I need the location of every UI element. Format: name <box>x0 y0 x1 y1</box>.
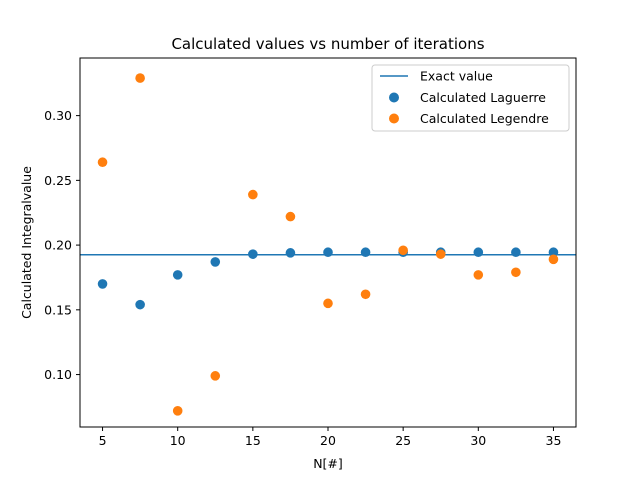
legend-box <box>371 64 570 132</box>
laguerre-point <box>135 299 145 310</box>
laguerre-point <box>473 247 484 258</box>
x-tick-label: 30 <box>470 433 486 448</box>
legendre-point <box>473 270 484 280</box>
legend-legendre-swatch <box>389 113 399 124</box>
legendre-point <box>248 189 258 200</box>
laguerre-point <box>210 257 221 267</box>
y-tick-label: 0.10 <box>44 367 72 382</box>
legend-laguerre-label: Calculated Laguerre <box>420 90 546 105</box>
y-axis-title: Calculated Integralvalue <box>19 166 34 319</box>
legend-exact-value-label: Exact value <box>420 69 493 84</box>
legend-legendre-label: Calculated Legendre <box>420 111 549 126</box>
legendre-point <box>97 157 108 168</box>
ticks-layer: 5 10 15 20 25 30 35 0.10 0.15 0.20 0.25 0.30 <box>44 108 561 448</box>
chart-title: Calculated values vs number of iteration… <box>171 35 484 53</box>
laguerre-point <box>172 270 183 280</box>
laguerre-point <box>548 247 559 258</box>
x-tick-label: 15 <box>245 433 261 448</box>
legendre-point <box>398 245 408 256</box>
x-axis-title: N[#] <box>313 456 343 471</box>
legendre-point <box>435 249 446 259</box>
legend: Exact value Calculated Laguerre Calculat… <box>371 64 570 132</box>
laguerre-point <box>248 249 258 259</box>
laguerre-point <box>323 247 333 258</box>
laguerre-point <box>285 248 296 258</box>
plot-area-frame <box>79 57 577 428</box>
legendre-point <box>135 73 145 83</box>
legendre-point <box>360 289 371 300</box>
legendre-point <box>285 211 296 222</box>
x-tick-label: 5 <box>99 433 107 448</box>
y-tick-label: 0.20 <box>44 238 72 253</box>
y-tick-label: 0.30 <box>44 108 72 123</box>
x-tick-label: 10 <box>170 433 186 448</box>
x-tick-label: 20 <box>320 433 336 448</box>
legendre-point <box>511 267 521 278</box>
x-tick-label: 35 <box>546 433 562 448</box>
laguerre-point <box>97 279 108 289</box>
legendre-point <box>548 254 559 265</box>
legendre-point <box>172 406 183 416</box>
x-tick-label: 25 <box>395 433 411 448</box>
legend-laguerre-swatch <box>389 92 399 103</box>
laguerre-point <box>360 247 371 258</box>
data-layer <box>80 73 576 416</box>
y-tick-label: 0.15 <box>44 302 72 317</box>
y-tick-label: 0.25 <box>44 173 72 188</box>
laguerre-point <box>511 247 521 258</box>
legendre-point <box>210 371 221 381</box>
legendre-point <box>323 298 333 309</box>
